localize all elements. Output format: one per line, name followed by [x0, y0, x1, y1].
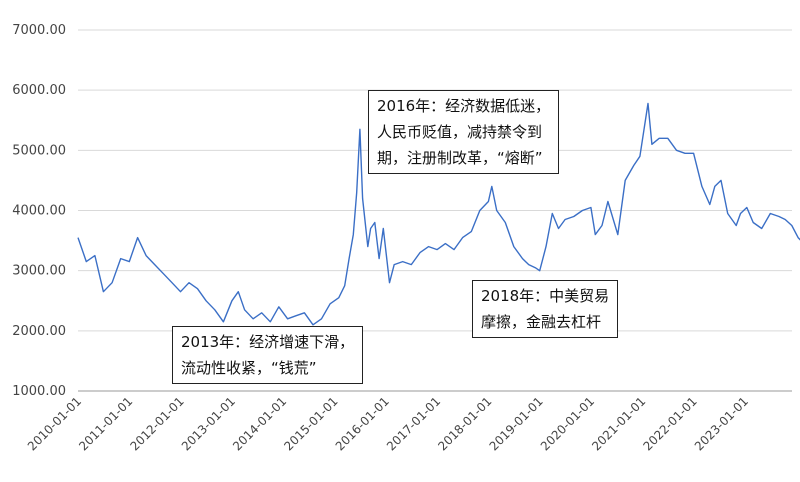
- y-tick-label: 6000.00: [12, 83, 66, 98]
- x-tick-label: 2017-01-01: [384, 394, 443, 453]
- x-tick-label: 2013-01-01: [179, 394, 238, 453]
- series-layer: [77, 102, 800, 326]
- annotation-2016-line-2: 人民币贬值，减持禁令到: [377, 123, 543, 141]
- y-tick-label: 4000.00: [12, 204, 66, 219]
- annotation-2018: 2018年：中美贸易 摩擦，金融去杠杆: [472, 280, 619, 338]
- x-tick-label: 2015-01-01: [281, 394, 340, 453]
- annotation-2013: 2013年：经济增速下滑， 流动性收紧，“钱荒”: [172, 326, 364, 384]
- x-tick-label: 2022-01-01: [641, 394, 700, 453]
- annotation-2018-line-1: 2018年：中美贸易: [481, 287, 610, 305]
- series-line: [77, 102, 800, 326]
- annotation-2016-line-3: 期，注册制改革，“熔断”: [377, 149, 543, 167]
- annotation-2013-line-1: 2013年：经济增速下滑，: [181, 333, 355, 351]
- x-tick-label: 2011-01-01: [76, 394, 135, 453]
- y-tick-label: 5000.00: [12, 143, 66, 158]
- y-axis-ticks: 1000.00 2000.00 3000.00 4000.00 5000.00 6000.…: [12, 23, 66, 399]
- x-tick-label: 2021-01-01: [589, 394, 648, 453]
- y-tick-label: 3000.00: [12, 264, 66, 279]
- x-tick-label: 2020-01-01: [538, 394, 597, 453]
- x-tick-label: 2023-01-01: [692, 394, 751, 453]
- x-tick-label: 2018-01-01: [435, 394, 494, 453]
- y-tick-label: 2000.00: [12, 324, 66, 339]
- annotation-2013-line-2: 流动性收紧，“钱荒”: [181, 359, 317, 377]
- x-tick-label: 2016-01-01: [333, 394, 392, 453]
- y-tick-label: 7000.00: [12, 23, 66, 38]
- x-tick-label: 2010-01-01: [25, 394, 84, 453]
- y-tick-label: 1000.00: [12, 384, 66, 399]
- x-tick-label: 2012-01-01: [128, 394, 187, 453]
- x-tick-label: 2014-01-01: [230, 394, 289, 453]
- x-axis-ticks: 2010-01-012011-01-012012-01-012013-01-01…: [25, 394, 751, 453]
- x-tick-label: 2019-01-01: [487, 394, 546, 453]
- annotation-2018-line-2: 摩擦，金融去杠杆: [481, 313, 602, 331]
- annotation-2016: 2016年：经济数据低迷， 人民币贬值，减持禁令到 期，注册制改革，“熔断”: [368, 90, 560, 174]
- annotation-2016-line-1: 2016年：经济数据低迷，: [377, 97, 551, 115]
